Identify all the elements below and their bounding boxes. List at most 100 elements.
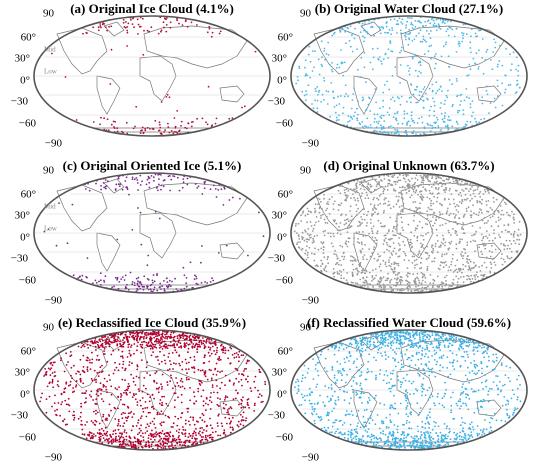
dot (224, 395, 227, 397)
dot (332, 272, 335, 275)
dot (159, 439, 161, 441)
dot (321, 93, 324, 96)
dot (149, 411, 151, 414)
dot (302, 212, 304, 214)
dot (466, 241, 469, 244)
dot (410, 22, 413, 24)
dot (369, 203, 372, 206)
dot (124, 412, 126, 415)
dot (409, 124, 412, 127)
dot (412, 380, 415, 383)
dot (451, 258, 454, 260)
dot (342, 251, 345, 254)
dot (207, 403, 210, 406)
dot (439, 28, 442, 30)
dot (212, 342, 214, 345)
dot (502, 384, 504, 387)
dot (194, 183, 197, 185)
dot (491, 215, 494, 218)
dot (441, 339, 444, 342)
dot (186, 183, 189, 186)
dot (330, 398, 332, 401)
dot (421, 177, 424, 180)
dot (362, 277, 365, 280)
dot (338, 103, 341, 105)
dot (123, 279, 126, 281)
dot (449, 242, 452, 245)
dot (518, 220, 521, 223)
dot (254, 386, 257, 389)
dot (444, 43, 447, 46)
dot (396, 442, 399, 444)
dot (474, 233, 476, 236)
dot (317, 203, 319, 206)
dot (421, 394, 423, 397)
dot (429, 130, 432, 133)
dot (114, 361, 116, 364)
dot (446, 28, 449, 31)
dot (372, 286, 374, 288)
dot (443, 115, 446, 118)
dot (207, 351, 210, 354)
dot (340, 271, 343, 273)
dot (476, 35, 479, 38)
dot (97, 394, 100, 397)
dot (128, 193, 130, 196)
dot (401, 185, 404, 188)
dot (325, 215, 328, 218)
dot (246, 401, 249, 404)
dot (153, 397, 156, 400)
dot (320, 40, 323, 43)
dot (138, 338, 141, 341)
dot (126, 389, 129, 392)
dot (389, 372, 392, 375)
dot (354, 111, 356, 114)
dot (120, 278, 123, 280)
dot (137, 23, 140, 26)
dot (221, 370, 224, 372)
dot (426, 267, 429, 270)
dot (436, 193, 439, 195)
dot (359, 337, 362, 340)
dot (387, 342, 390, 344)
dot (150, 175, 153, 177)
dot (187, 368, 190, 370)
dot (309, 402, 312, 405)
dot (164, 414, 167, 417)
dot (376, 130, 378, 133)
dot (119, 183, 122, 186)
dot (132, 393, 135, 395)
dot (139, 417, 142, 420)
map-panel: (c) Original Oriented Ice (5.1%)9060°30°… (11, 158, 271, 307)
dot (139, 184, 142, 186)
dot (485, 235, 487, 238)
dot (106, 430, 109, 433)
dot (180, 288, 182, 291)
dot (484, 247, 487, 250)
dot (378, 195, 381, 197)
dot (451, 125, 454, 128)
dot (322, 252, 325, 255)
dot (420, 234, 422, 237)
dot (481, 102, 484, 105)
dot (360, 251, 362, 254)
dot (203, 347, 206, 350)
dot (338, 225, 340, 228)
dot (156, 413, 159, 416)
dot (317, 91, 320, 93)
dot (211, 379, 213, 381)
dot (193, 278, 196, 280)
dot (158, 123, 161, 126)
dot (467, 341, 470, 344)
dot (383, 286, 385, 289)
dot (440, 177, 443, 180)
dot (408, 190, 410, 193)
dot (501, 230, 503, 233)
dot (161, 401, 164, 404)
dot (193, 423, 196, 426)
dot (106, 360, 109, 363)
dot (417, 185, 420, 188)
dot (96, 389, 98, 392)
dot (45, 373, 48, 376)
dot (193, 430, 196, 433)
